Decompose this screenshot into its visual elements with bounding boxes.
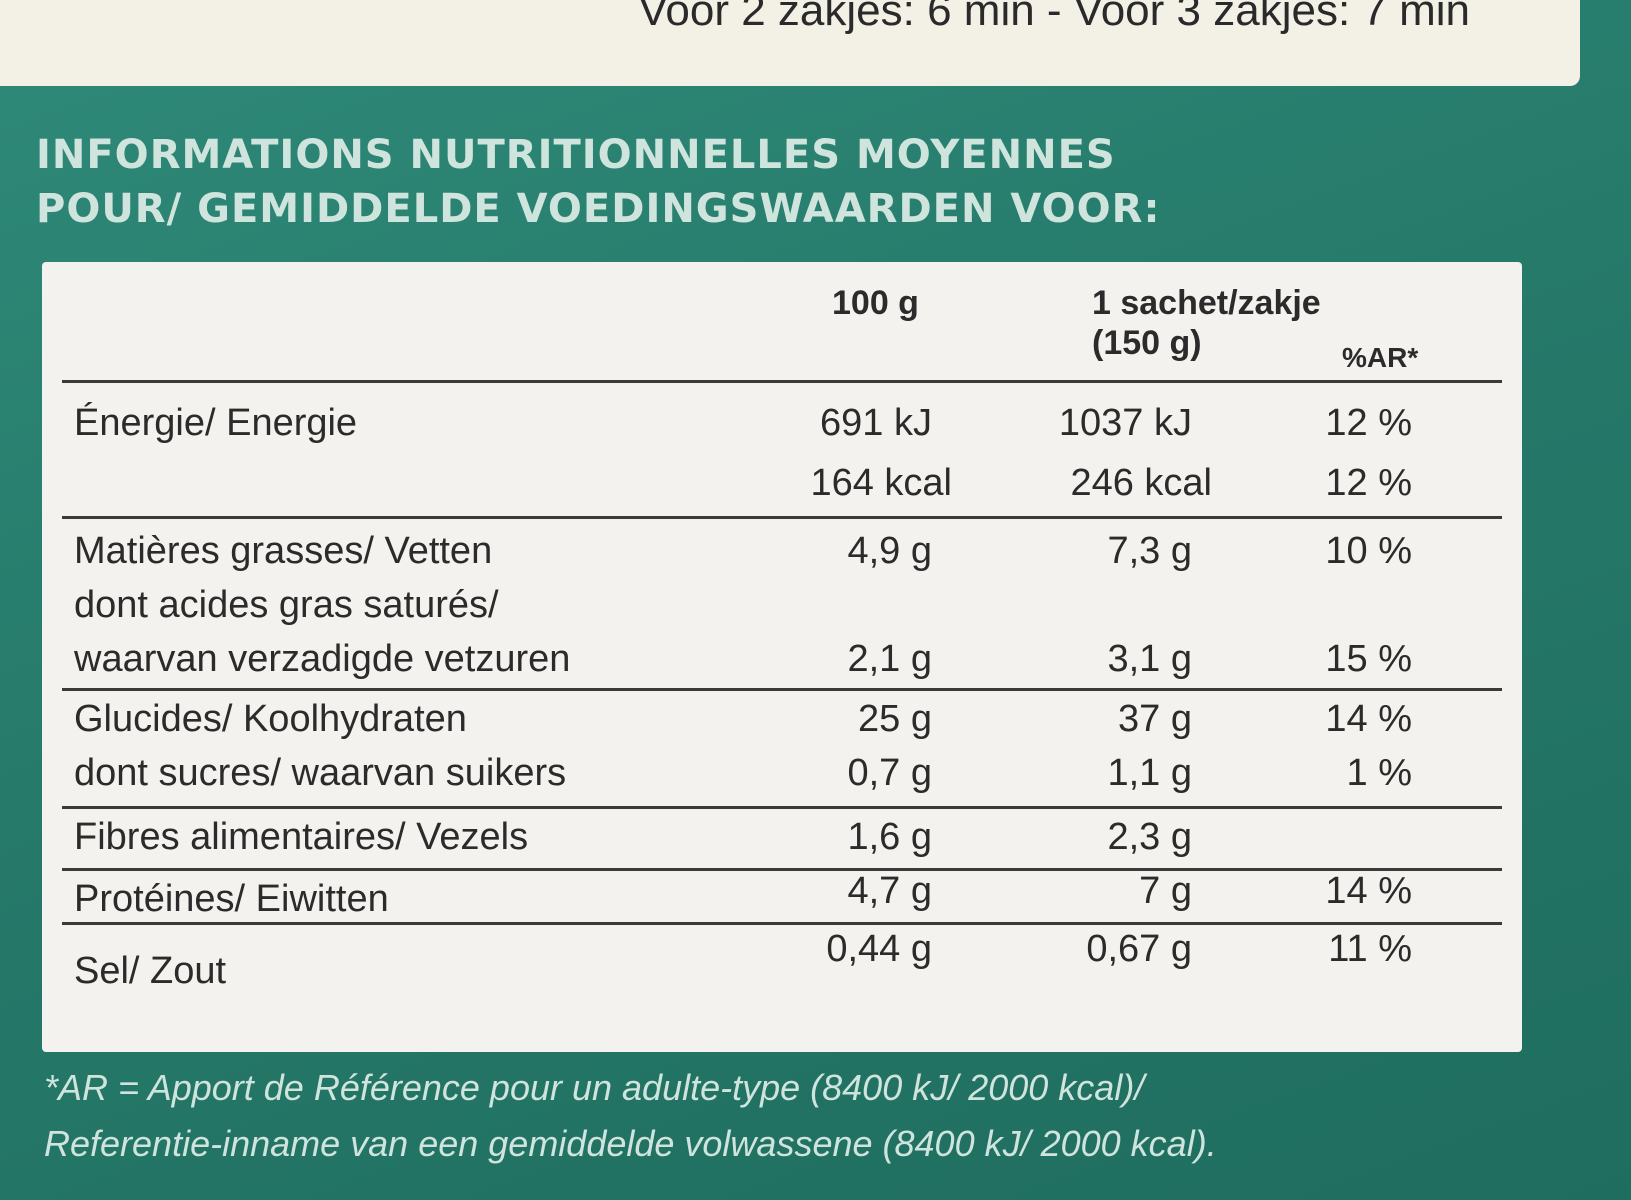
footnote-line-1: *AR = Apport de Référence pour un adulte… <box>44 1067 1145 1108</box>
carbs-100g: 25 g <box>858 698 932 740</box>
column-header-ar: %AR* <box>1342 342 1419 373</box>
energy-kcal-serving: 246 kcal <box>1070 462 1212 504</box>
cooking-time-text: Voor 2 zakjes: 6 min - Voor 3 zakjes: 7 … <box>638 0 1471 35</box>
row-label-fibre: Fibres alimentaires/ Vezels <box>74 816 529 858</box>
column-header-serving: 1 sachet/zakje <box>1092 284 1321 322</box>
saturated-ar: 15 % <box>1325 638 1412 680</box>
sugars-100g: 0,7 g <box>847 752 932 794</box>
row-label-salt: Sel/ Zout <box>74 950 227 992</box>
table-rule <box>62 806 1502 809</box>
table-rule <box>62 688 1502 691</box>
fibre-serving: 2,3 g <box>1107 816 1192 858</box>
column-header-100g: 100 g <box>832 284 919 322</box>
energy-kj-serving: 1037 kJ <box>1058 402 1192 444</box>
reference-intake-footnote: *AR = Apport de Référence pour un adulte… <box>44 1060 1524 1172</box>
fat-100g: 4,9 g <box>847 530 932 572</box>
sugars-serving: 1,1 g <box>1107 752 1192 794</box>
table-rule <box>62 922 1502 925</box>
carbs-serving: 37 g <box>1118 698 1192 740</box>
footnote-line-2: Referentie-inname van een gemiddelde vol… <box>44 1123 1217 1164</box>
row-label-energy: Énergie/ Energie <box>74 402 358 444</box>
saturated-100g: 2,1 g <box>847 638 932 680</box>
sugars-ar: 1 % <box>1346 752 1412 794</box>
header-line-2: POUR/ GEMIDDELDE VOEDINGSWAARDEN VOOR: <box>36 186 1161 232</box>
fat-ar: 10 % <box>1325 530 1412 572</box>
salt-ar: 11 % <box>1328 928 1412 970</box>
nutrition-header: INFORMATIONS NUTRITIONNELLES MOYENNES PO… <box>36 128 1496 236</box>
fibre-100g: 1,6 g <box>847 816 932 858</box>
salt-100g: 0,44 g <box>826 928 932 970</box>
top-instruction-strip: Voor 2 zakjes: 6 min - Voor 3 zakjes: 7 … <box>0 0 1580 86</box>
fat-serving: 7,3 g <box>1107 530 1192 572</box>
carbs-ar: 14 % <box>1325 698 1412 740</box>
energy-kcal-100g: 164 kcal <box>810 462 952 504</box>
row-label-fat: Matières grasses/ Vetten <box>74 530 493 572</box>
energy-kj-100g: 691 kJ <box>820 402 932 444</box>
row-label-carbs: Glucides/ Koolhydraten <box>74 698 467 740</box>
row-label-saturated-fr: dont acides gras saturés/ <box>74 584 499 626</box>
energy-kcal-ar: 12 % <box>1325 462 1412 504</box>
row-label-sugars: dont sucres/ waarvan suikers <box>74 752 567 794</box>
column-header-serving-weight: (150 g) <box>1092 324 1202 362</box>
table-rule <box>62 380 1502 383</box>
table-rule <box>62 868 1502 871</box>
protein-serving: 7 g <box>1139 870 1192 912</box>
salt-serving: 0,67 g <box>1086 928 1192 970</box>
table-rule <box>62 516 1502 519</box>
row-label-saturated-nl: waarvan verzadigde vetzuren <box>74 638 571 680</box>
nutrition-table: 100 g 1 sachet/zakje (150 g) %AR* Énergi… <box>42 262 1522 1052</box>
protein-100g: 4,7 g <box>847 870 932 912</box>
protein-ar: 14 % <box>1325 870 1412 912</box>
energy-kj-ar: 12 % <box>1325 402 1412 444</box>
header-line-1: INFORMATIONS NUTRITIONNELLES MOYENNES <box>36 132 1116 178</box>
row-label-protein: Protéines/ Eiwitten <box>74 878 389 920</box>
saturated-serving: 3,1 g <box>1107 638 1192 680</box>
